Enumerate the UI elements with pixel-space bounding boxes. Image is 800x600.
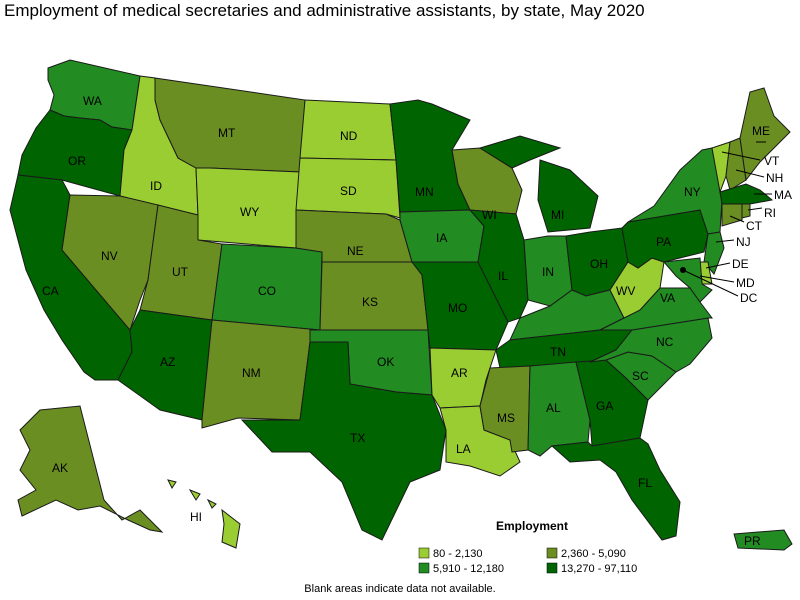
state-fl[interactable]	[550, 437, 681, 541]
label-ks: KS	[362, 295, 378, 309]
label-nv: NV	[101, 249, 118, 263]
label-fl: FL	[638, 476, 652, 490]
label-ms: MS	[497, 411, 515, 425]
label-mo: MO	[448, 301, 467, 315]
label-tx: TX	[350, 431, 365, 445]
label-pa: PA	[656, 235, 671, 249]
legend-label-3: 5,910 - 12,180	[433, 563, 504, 575]
label-ga: GA	[596, 399, 613, 413]
label-al: AL	[546, 401, 561, 415]
label-ny: NY	[684, 185, 701, 199]
state-nj[interactable]	[703, 231, 725, 275]
legend-swatch-3	[418, 562, 430, 574]
state-pr[interactable]	[733, 529, 793, 551]
label-nh: NH	[766, 171, 783, 185]
label-ca: CA	[42, 284, 59, 298]
state-il[interactable]	[468, 209, 529, 323]
label-la: LA	[456, 442, 471, 456]
state-ak[interactable]	[17, 405, 164, 533]
label-sd: SD	[340, 184, 357, 198]
label-ar: AR	[451, 366, 468, 380]
label-md: MD	[736, 276, 755, 290]
label-wa: WA	[83, 94, 102, 108]
legend-swatch-4	[546, 562, 558, 574]
label-va: VA	[660, 291, 675, 305]
state-tx[interactable]	[240, 341, 447, 541]
label-az: AZ	[160, 355, 175, 369]
label-ak: AK	[52, 461, 68, 475]
label-co: CO	[258, 284, 276, 298]
label-dc: DC	[740, 291, 758, 305]
label-oh: OH	[590, 257, 608, 271]
footnote: Blank areas indicate data not available.	[304, 583, 496, 595]
state-nv[interactable]	[61, 194, 159, 331]
label-in: IN	[542, 265, 554, 279]
state-mt[interactable]	[154, 77, 306, 173]
label-or: OR	[68, 154, 86, 168]
state-ri[interactable]	[741, 203, 751, 219]
legend-label-4: 13,270 - 97,110	[561, 563, 637, 575]
label-nd: ND	[340, 129, 358, 143]
label-ia: IA	[436, 231, 447, 245]
label-tn: TN	[550, 345, 566, 359]
label-pr: PR	[744, 534, 761, 548]
label-ct: CT	[746, 219, 763, 233]
label-mn: MN	[415, 185, 434, 199]
label-sc: SC	[632, 369, 649, 383]
state-nh[interactable]	[725, 137, 747, 191]
map-title: Employment of medical secretaries and ad…	[4, 1, 645, 20]
label-mi: MI	[551, 208, 564, 222]
label-vt: VT	[764, 154, 780, 168]
label-ma: MA	[774, 188, 792, 202]
state-ct[interactable]	[721, 203, 743, 227]
state-mi[interactable]	[478, 135, 599, 233]
label-wi: WI	[482, 208, 497, 222]
legend: Employment 80 - 2,130 2,360 - 5,090 5,91…	[418, 519, 637, 575]
label-wv: WV	[616, 284, 635, 298]
state-sd[interactable]	[295, 157, 401, 219]
label-hi: HI	[190, 510, 202, 524]
label-il: IL	[498, 269, 508, 283]
state-md[interactable]	[663, 257, 713, 303]
label-nj: NJ	[736, 235, 751, 249]
legend-label-2: 2,360 - 5,090	[561, 548, 626, 560]
label-wy: WY	[240, 205, 259, 219]
label-ri: RI	[764, 206, 776, 220]
label-ok: OK	[377, 355, 394, 369]
label-ne: NE	[347, 244, 364, 258]
label-mt: MT	[218, 126, 236, 140]
state-hi[interactable]	[167, 479, 241, 549]
legend-label-1: 80 - 2,130	[433, 548, 483, 560]
label-me: ME	[752, 124, 770, 138]
state-nc[interactable]	[589, 317, 713, 373]
label-ut: UT	[172, 265, 189, 279]
state-me[interactable]	[739, 87, 791, 182]
legend-title: Employment	[496, 519, 568, 533]
legend-swatch-1	[418, 547, 430, 559]
legend-swatch-2	[546, 547, 558, 559]
label-nm: NM	[242, 366, 261, 380]
label-de: DE	[732, 257, 749, 271]
label-nc: NC	[656, 335, 674, 349]
label-id: ID	[150, 179, 162, 193]
